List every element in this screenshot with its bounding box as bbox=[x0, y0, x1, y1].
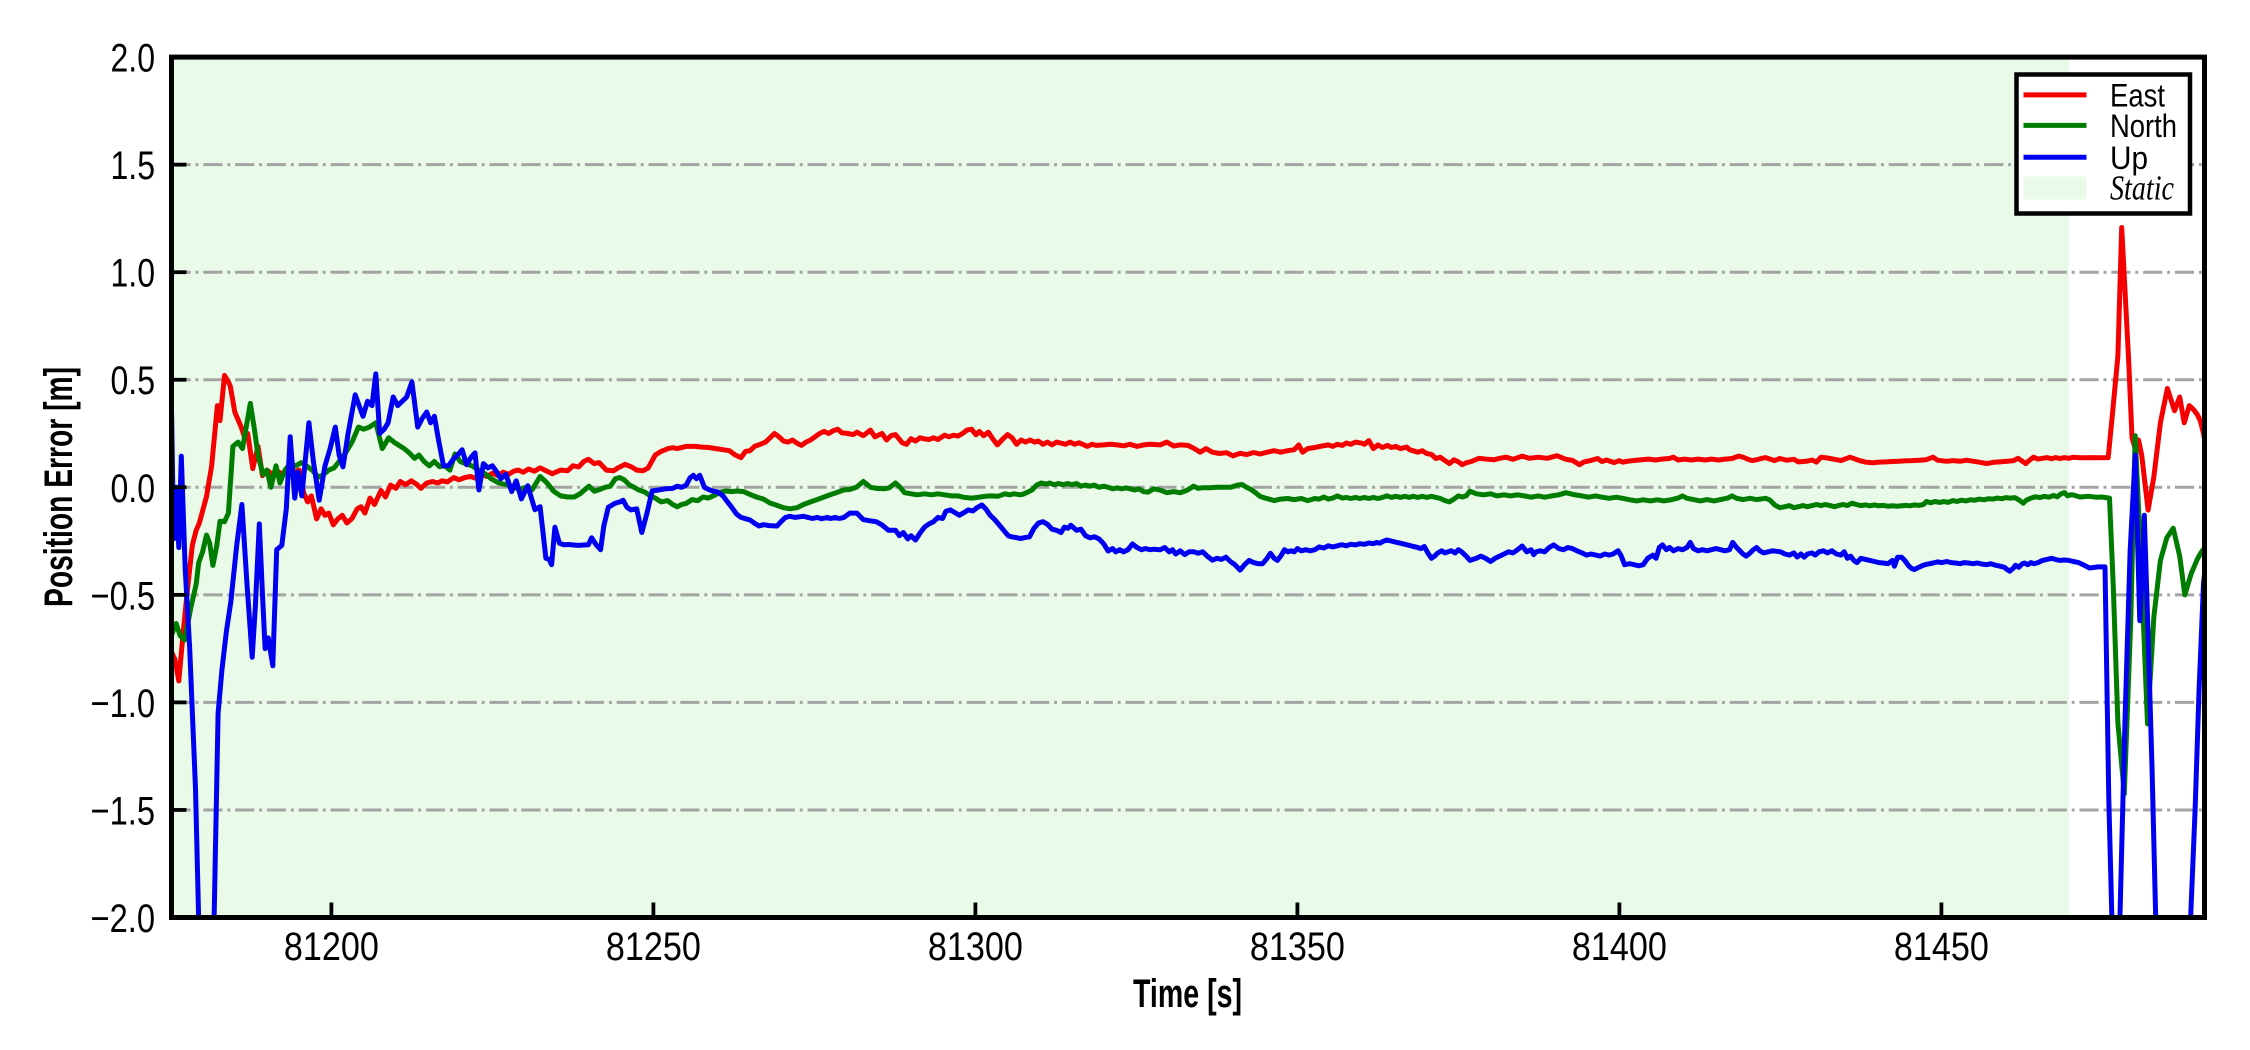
svg-text:2.0: 2.0 bbox=[111, 37, 156, 81]
svg-text:81300: 81300 bbox=[928, 925, 1023, 969]
svg-text:0.0: 0.0 bbox=[111, 467, 156, 511]
svg-text:0.5: 0.5 bbox=[111, 359, 156, 403]
svg-text:−2.0: −2.0 bbox=[91, 897, 156, 941]
svg-text:−1.5: −1.5 bbox=[91, 790, 156, 834]
svg-text:East: East bbox=[2110, 78, 2165, 114]
svg-text:81450: 81450 bbox=[1894, 925, 1989, 969]
svg-text:Position Error [m]: Position Error [m] bbox=[37, 367, 81, 607]
svg-text:Up: Up bbox=[2110, 140, 2148, 176]
svg-text:81350: 81350 bbox=[1250, 925, 1345, 969]
svg-text:Static: Static bbox=[2110, 169, 2174, 208]
svg-text:81250: 81250 bbox=[606, 925, 701, 969]
svg-text:Time [s]: Time [s] bbox=[1133, 972, 1242, 1016]
svg-text:81200: 81200 bbox=[284, 925, 379, 969]
svg-text:1.5: 1.5 bbox=[111, 144, 156, 188]
svg-text:−1.0: −1.0 bbox=[91, 682, 156, 726]
svg-text:North: North bbox=[2110, 108, 2177, 144]
svg-text:−0.5: −0.5 bbox=[91, 574, 156, 618]
svg-text:81400: 81400 bbox=[1572, 925, 1667, 969]
svg-text:1.0: 1.0 bbox=[111, 252, 156, 296]
